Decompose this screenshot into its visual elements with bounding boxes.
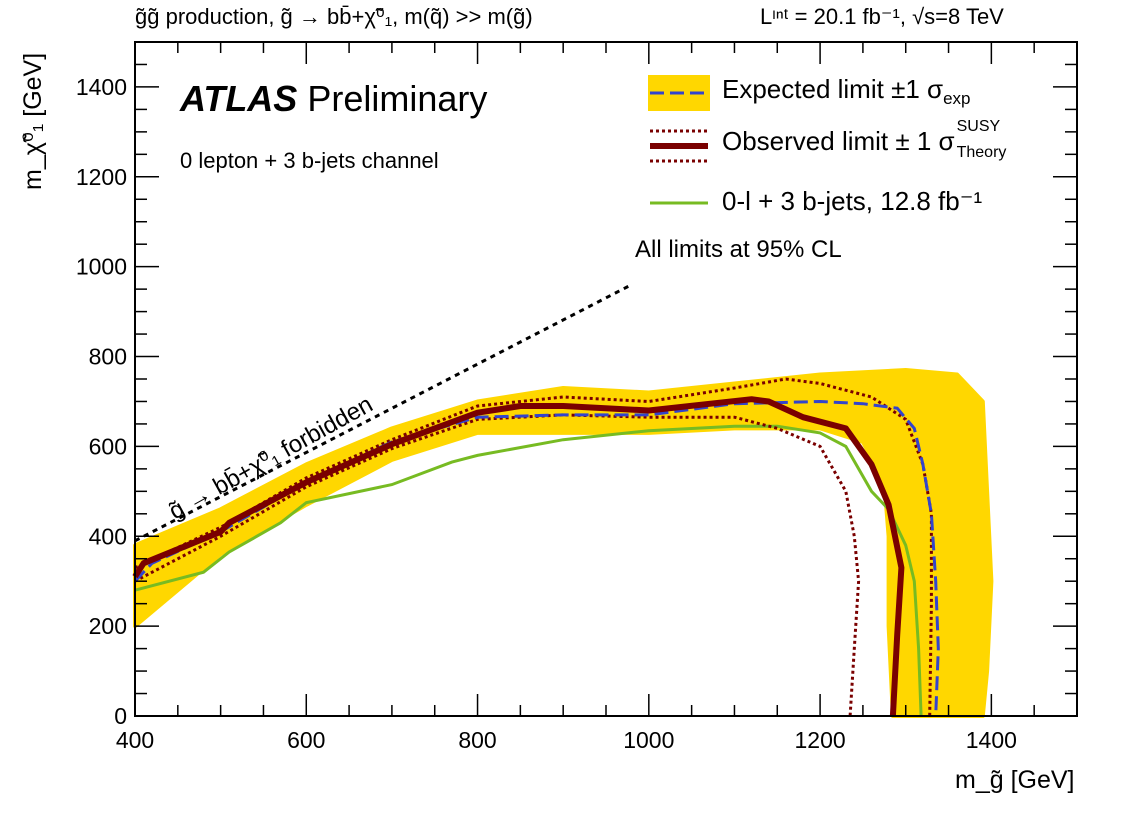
x-axis-title: m_g̃ [GeV] <box>955 766 1075 794</box>
y-tick-label: 0 <box>114 703 127 729</box>
y-tick-label: 1400 <box>76 74 127 100</box>
legend-observed-label: Observed limit ± 1 σ <box>722 126 955 156</box>
y-tick-label: 200 <box>89 613 127 639</box>
legend-observed-sup: SUSY <box>956 118 1001 135</box>
x-tick-label: 1000 <box>623 727 674 753</box>
x-tick-label: 800 <box>458 727 496 753</box>
legend-previous: 0-l + 3 b-jets, 12.8 fb⁻¹ <box>722 186 983 216</box>
expected-band <box>133 368 994 718</box>
status-label: Preliminary <box>307 78 488 119</box>
legend-expected: Expected limit ±1 σexp <box>722 74 971 109</box>
process-title: g̃g̃ production, g̃ → bb̄+χ̃⁰₁, m(q̃) >>… <box>135 4 533 29</box>
observed-theory-line <box>134 413 861 717</box>
legend-observed-sub: Theory <box>956 144 1007 161</box>
y-tick-label: 1200 <box>76 164 127 190</box>
y-axis-title: m_χ̃⁰₁ [GeV] <box>19 52 47 190</box>
y-tick-label: 1000 <box>76 254 127 280</box>
observed-theory-line <box>134 377 933 717</box>
channel-label: 0 lepton + 3 b-jets channel <box>180 148 439 173</box>
legend-expected-sub: exp <box>943 89 971 109</box>
x-tick-label: 600 <box>287 727 325 753</box>
legend-observed: Observed limit ± 1 σ SUSY Theory <box>722 118 1025 161</box>
x-tick-label: 1400 <box>966 727 1017 753</box>
kinematic-limit-line <box>134 283 633 543</box>
experiment-name: ATLAS <box>180 78 298 119</box>
legend-swatches <box>648 75 710 205</box>
lumi-label: Lᶦⁿᵗ = 20.1 fb⁻¹, √s=8 TeV <box>760 4 1004 29</box>
y-tick-label: 800 <box>89 344 127 370</box>
x-tick-label: 1200 <box>795 727 846 753</box>
y-tick-label: 400 <box>89 523 127 549</box>
atlas-label: ATLAS Preliminary <box>180 78 487 120</box>
cl-note: All limits at 95% CL <box>635 236 842 263</box>
observed-limit-line <box>132 396 905 717</box>
x-tick-label: 400 <box>116 727 154 753</box>
previous-limit-line <box>134 424 923 717</box>
y-tick-label: 600 <box>89 433 127 459</box>
legend-expected-label: Expected limit ±1 σ <box>722 74 944 104</box>
